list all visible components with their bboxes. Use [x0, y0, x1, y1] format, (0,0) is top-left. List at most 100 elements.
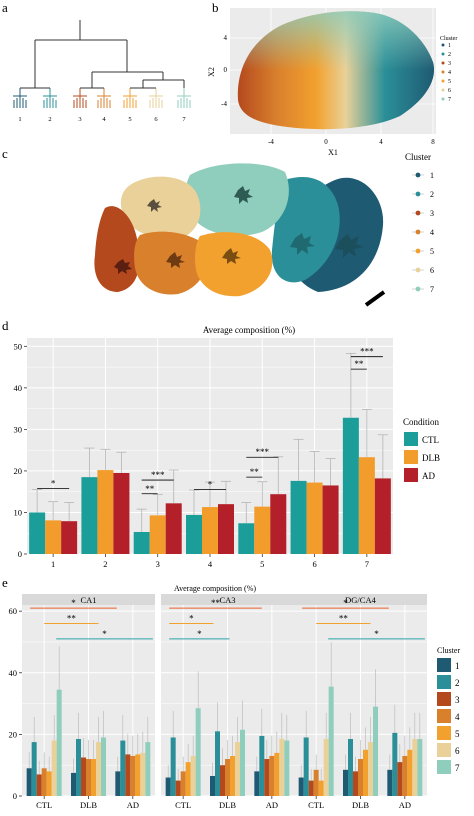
- chart-e-bar: [185, 762, 191, 796]
- chart-e-legend-label: 7: [455, 763, 460, 773]
- chart-d-significance-label: *: [51, 478, 56, 488]
- chart-d-bar: [61, 521, 78, 554]
- umap-x-tick: 0: [324, 138, 328, 146]
- chart-e-legend: 1 2 3 4 5 6 7: [437, 658, 460, 774]
- chart-e-significance-label: *: [197, 629, 202, 639]
- chart-e-bar: [412, 739, 418, 796]
- chart-d-significance-label: **: [145, 484, 155, 494]
- chart-d-y-tick-label: 30: [14, 424, 23, 434]
- chart-e-bar: [96, 742, 101, 796]
- chart-e-axes: CTL DLB AD CTL DLB AD CTL DLB AD 0 20 40 60: [9, 606, 411, 810]
- chart-d-significance: *****************: [37, 347, 383, 495]
- chart-e-bar: [269, 755, 275, 796]
- chart-e-bar: [101, 737, 106, 796]
- umap-y-tick: 4: [224, 34, 228, 42]
- chart-d-bar: [218, 504, 234, 554]
- region-cluster-6: [120, 176, 201, 240]
- chart-e-bar: [397, 762, 403, 796]
- chart-e-bar: [284, 740, 290, 796]
- chart-e-bar: [56, 689, 62, 796]
- chart-d-legend-title: Condition: [403, 417, 440, 427]
- chart-e-y-tick-label: 60: [9, 606, 18, 616]
- chart-e-legend-title: Cluster: [437, 646, 460, 655]
- chart-d-bar: [358, 457, 375, 554]
- chart-d-bar: [97, 470, 114, 554]
- chart-e-facet-strip: [294, 594, 427, 605]
- dendrogram-leaf-label: 1: [18, 116, 21, 123]
- chart-e-legend-key: [437, 675, 451, 689]
- chart-d-legend: CTL DLB AD: [404, 432, 440, 482]
- chart-d-error-bars: [32, 352, 388, 532]
- umap-legend-label: 7: [448, 97, 451, 103]
- chart-e-bar: [348, 739, 353, 796]
- chart-e-bar: [165, 777, 171, 796]
- cluster-map-legend-label: 5: [430, 247, 434, 256]
- chart-e-bar: [130, 755, 136, 796]
- chart-d-bar: [113, 473, 130, 554]
- chart-e-facet-strip: [22, 594, 155, 605]
- umap-legend-label: 6: [448, 88, 451, 94]
- dendrogram-leaf-label: 7: [182, 116, 186, 123]
- chart-e-bar: [51, 740, 57, 796]
- cluster-map: Cluster 1 2 3 4 5 6 7: [94, 152, 434, 307]
- microglia-cell-icon: [290, 233, 315, 255]
- chart-d-x-tick-label: 6: [312, 559, 316, 569]
- chart-e-bar: [254, 771, 260, 796]
- chart-e-bar: [373, 706, 378, 796]
- chart-e-bar: [402, 755, 408, 796]
- chart-d-x-tick-label: 3: [156, 559, 160, 569]
- chart-d-bar: [342, 417, 359, 554]
- chart-e-x-tick-label: CTL: [36, 800, 52, 810]
- chart-e-bar: [303, 737, 309, 796]
- chart-d-legend-key: [404, 450, 418, 464]
- chart-e-bar: [387, 769, 393, 796]
- chart-d-x-tick-label: 7: [365, 559, 369, 569]
- chart-e-legend-key: [437, 692, 451, 706]
- chart-d-bar: [306, 482, 323, 554]
- chart-d-bar: [186, 514, 202, 554]
- chart-d-significance-label: ***: [360, 347, 374, 357]
- cluster-map-legend-label: 7: [430, 285, 434, 294]
- chart-e-bar: [140, 752, 146, 796]
- chart-e-bar: [220, 765, 225, 796]
- composition-chart-d: Average composition (%) ****************…: [14, 325, 441, 569]
- chart-d-significance-label: **: [250, 467, 260, 477]
- umap-x-label: X1: [328, 148, 338, 157]
- chart-d-x-tick-label: 5: [260, 559, 264, 569]
- chart-d-y-tick-label: 0: [18, 549, 22, 559]
- cluster-map-legend-label: 2: [430, 190, 434, 199]
- chart-d-significance-label: ***: [256, 447, 270, 457]
- chart-e-significance-label: **: [339, 613, 349, 623]
- chart-e-bar: [91, 759, 96, 796]
- chart-e-significance-label: **: [211, 598, 221, 608]
- cluster-map-legend: 1 2 3 4 5 6 7: [412, 171, 434, 294]
- chart-d-bar: [374, 478, 391, 554]
- chart-d-bar: [290, 480, 307, 554]
- chart-e-bar: [368, 742, 373, 796]
- chart-d-bar: [165, 503, 182, 554]
- chart-e-bar: [115, 771, 121, 796]
- cluster-map-legend-key: [415, 267, 421, 273]
- chart-e-bar: [240, 729, 245, 796]
- chart-e-bar: [190, 755, 196, 796]
- chart-e-y-tick-label: 0: [13, 791, 17, 801]
- chart-d-x-tick-label: 4: [208, 559, 213, 569]
- chart-d-legend-label: DLB: [422, 453, 440, 463]
- cluster-map-legend-label: 6: [430, 266, 434, 275]
- chart-e-bar: [407, 749, 413, 796]
- chart-d-legend-key: [404, 468, 418, 482]
- chart-e-legend-label: 4: [455, 712, 460, 722]
- chart-e-bar: [225, 759, 230, 796]
- chart-e-facet-label: DG/CA4: [345, 595, 376, 605]
- panel-d-label: d: [2, 318, 9, 333]
- umap-legend-key: [441, 52, 445, 56]
- chart-e-bar: [259, 735, 265, 796]
- cluster-map-legend-key: [415, 248, 421, 254]
- cluster-map-legend-label: 3: [430, 209, 434, 218]
- chart-e-x-tick-label: DLB: [219, 800, 236, 810]
- chart-e-bar: [318, 780, 324, 796]
- chart-d-legend-key: [404, 432, 418, 446]
- chart-e-legend-key: [437, 709, 451, 723]
- chart-d-legend-label: AD: [422, 471, 435, 481]
